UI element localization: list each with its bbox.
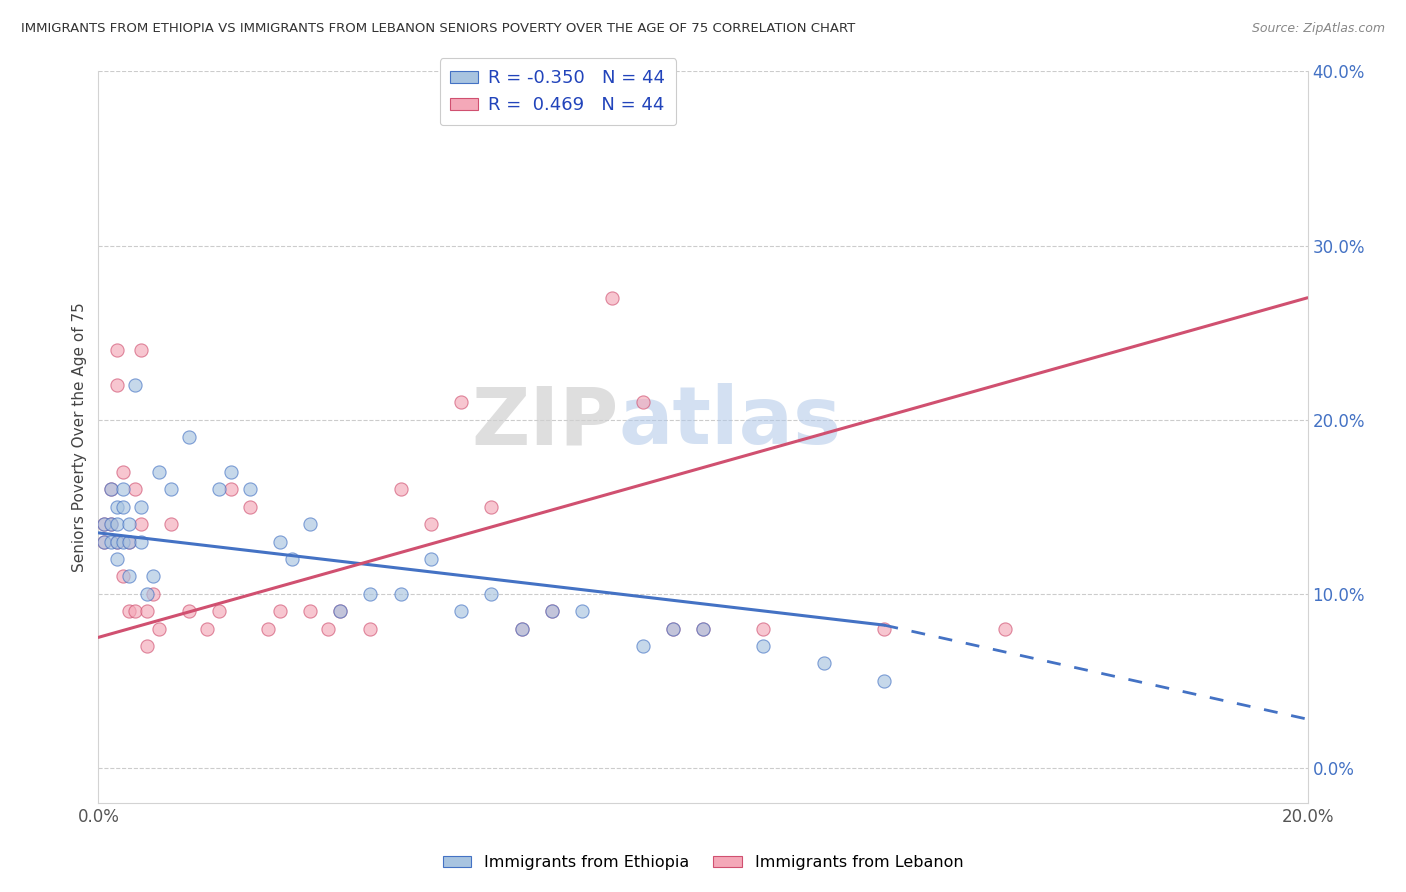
Point — [100, 517, 122, 532]
Point — [118, 534, 141, 549]
Point — [873, 622, 896, 636]
Point — [692, 622, 714, 636]
Point — [281, 552, 304, 566]
Point — [105, 377, 128, 392]
Point — [481, 587, 503, 601]
Point — [111, 534, 134, 549]
Point — [269, 604, 291, 618]
Point — [111, 500, 134, 514]
Point — [239, 483, 262, 497]
Point — [510, 622, 533, 636]
Point — [135, 604, 157, 618]
Point — [93, 517, 115, 532]
Point — [118, 534, 141, 549]
Point — [124, 377, 146, 392]
Text: ZIP: ZIP — [471, 384, 619, 461]
Point — [93, 534, 115, 549]
Point — [221, 465, 243, 479]
Point — [111, 465, 134, 479]
Point — [160, 483, 183, 497]
Point — [100, 534, 122, 549]
Point — [124, 483, 146, 497]
Point — [142, 569, 165, 583]
Point — [752, 622, 775, 636]
Point — [135, 587, 157, 601]
Point — [148, 622, 170, 636]
Point — [124, 604, 146, 618]
Point — [299, 604, 322, 618]
Point — [105, 517, 128, 532]
Point — [129, 343, 152, 357]
Point — [540, 604, 562, 618]
Point — [105, 500, 128, 514]
Point — [221, 483, 243, 497]
Point — [111, 569, 134, 583]
Point — [118, 569, 141, 583]
Point — [208, 604, 231, 618]
Point — [450, 604, 472, 618]
Point — [129, 500, 152, 514]
Point — [631, 395, 654, 409]
Point — [994, 622, 1017, 636]
Point — [420, 517, 443, 532]
Point — [299, 517, 322, 532]
Point — [873, 673, 896, 688]
Point — [256, 622, 278, 636]
Point — [111, 483, 134, 497]
Point — [105, 552, 128, 566]
Point — [142, 587, 165, 601]
Point — [571, 604, 593, 618]
Text: Source: ZipAtlas.com: Source: ZipAtlas.com — [1251, 22, 1385, 36]
Point — [100, 517, 122, 532]
Point — [481, 500, 503, 514]
Point — [100, 483, 122, 497]
Point — [129, 517, 152, 532]
Point — [661, 622, 683, 636]
Point — [118, 604, 141, 618]
Point — [450, 395, 472, 409]
Point — [389, 587, 412, 601]
Point — [692, 622, 714, 636]
Point — [269, 534, 291, 549]
Text: IMMIGRANTS FROM ETHIOPIA VS IMMIGRANTS FROM LEBANON SENIORS POVERTY OVER THE AGE: IMMIGRANTS FROM ETHIOPIA VS IMMIGRANTS F… — [21, 22, 855, 36]
Point — [540, 604, 562, 618]
Y-axis label: Seniors Poverty Over the Age of 75: Seniors Poverty Over the Age of 75 — [72, 302, 87, 572]
Point — [93, 534, 115, 549]
Point — [148, 465, 170, 479]
Point — [135, 639, 157, 653]
Point — [329, 604, 352, 618]
Point — [105, 343, 128, 357]
Point — [631, 639, 654, 653]
Point — [179, 604, 201, 618]
Point — [93, 517, 115, 532]
Point — [510, 622, 533, 636]
Point — [360, 622, 382, 636]
Point — [160, 517, 183, 532]
Text: atlas: atlas — [619, 384, 841, 461]
Point — [752, 639, 775, 653]
Point — [239, 500, 262, 514]
Point — [602, 291, 624, 305]
Legend: R = -0.350   N = 44, R =  0.469   N = 44: R = -0.350 N = 44, R = 0.469 N = 44 — [440, 59, 676, 125]
Point — [100, 483, 122, 497]
Point — [360, 587, 382, 601]
Point — [420, 552, 443, 566]
Point — [316, 622, 339, 636]
Point — [208, 483, 231, 497]
Legend: Immigrants from Ethiopia, Immigrants from Lebanon: Immigrants from Ethiopia, Immigrants fro… — [436, 849, 970, 877]
Point — [195, 622, 218, 636]
Point — [105, 534, 128, 549]
Point — [118, 517, 141, 532]
Point — [329, 604, 352, 618]
Point — [661, 622, 683, 636]
Point — [389, 483, 412, 497]
Point — [179, 430, 201, 444]
Point — [105, 534, 128, 549]
Point — [813, 657, 835, 671]
Point — [129, 534, 152, 549]
